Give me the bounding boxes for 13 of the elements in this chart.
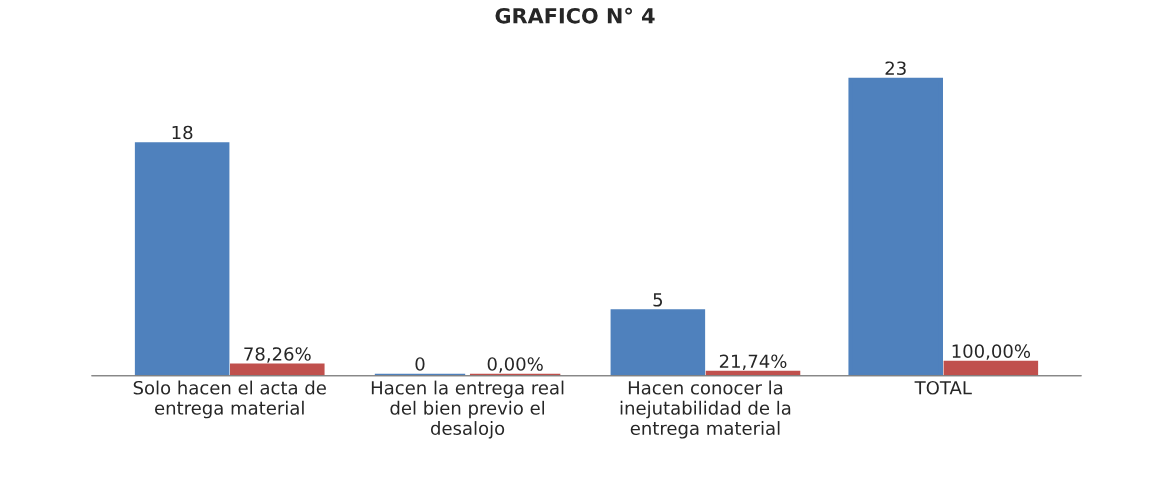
data-label: 18 — [172, 125, 193, 140]
data-label: 23 — [885, 61, 906, 76]
data-label: 5 — [653, 293, 663, 307]
x-tick-label: Solo hacen el acta de entrega material — [133, 380, 326, 419]
x-tick-label: Hacen la entrega real del bien previo el desalojo — [371, 380, 564, 439]
data-label: 78,26% — [244, 347, 311, 363]
data-label: 0 — [415, 357, 425, 371]
x-tick-label: TOTAL — [914, 380, 972, 395]
chart-title: GRAFICO N° 4 — [495, 7, 655, 24]
data-label: 100,00% — [952, 344, 1031, 360]
data-label: 21,74% — [719, 354, 787, 370]
data-label: 0,00% — [487, 357, 543, 373]
x-tick-label: Hacen conocer la inejutabilidad de la entrega material — [620, 380, 791, 439]
